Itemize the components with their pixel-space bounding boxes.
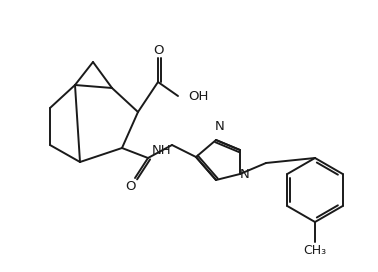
- Text: O: O: [153, 44, 163, 57]
- Text: CH₃: CH₃: [304, 245, 327, 258]
- Text: O: O: [125, 180, 135, 193]
- Text: N: N: [215, 120, 225, 134]
- Text: NH: NH: [152, 144, 172, 156]
- Text: N: N: [240, 168, 250, 181]
- Text: OH: OH: [188, 89, 208, 103]
